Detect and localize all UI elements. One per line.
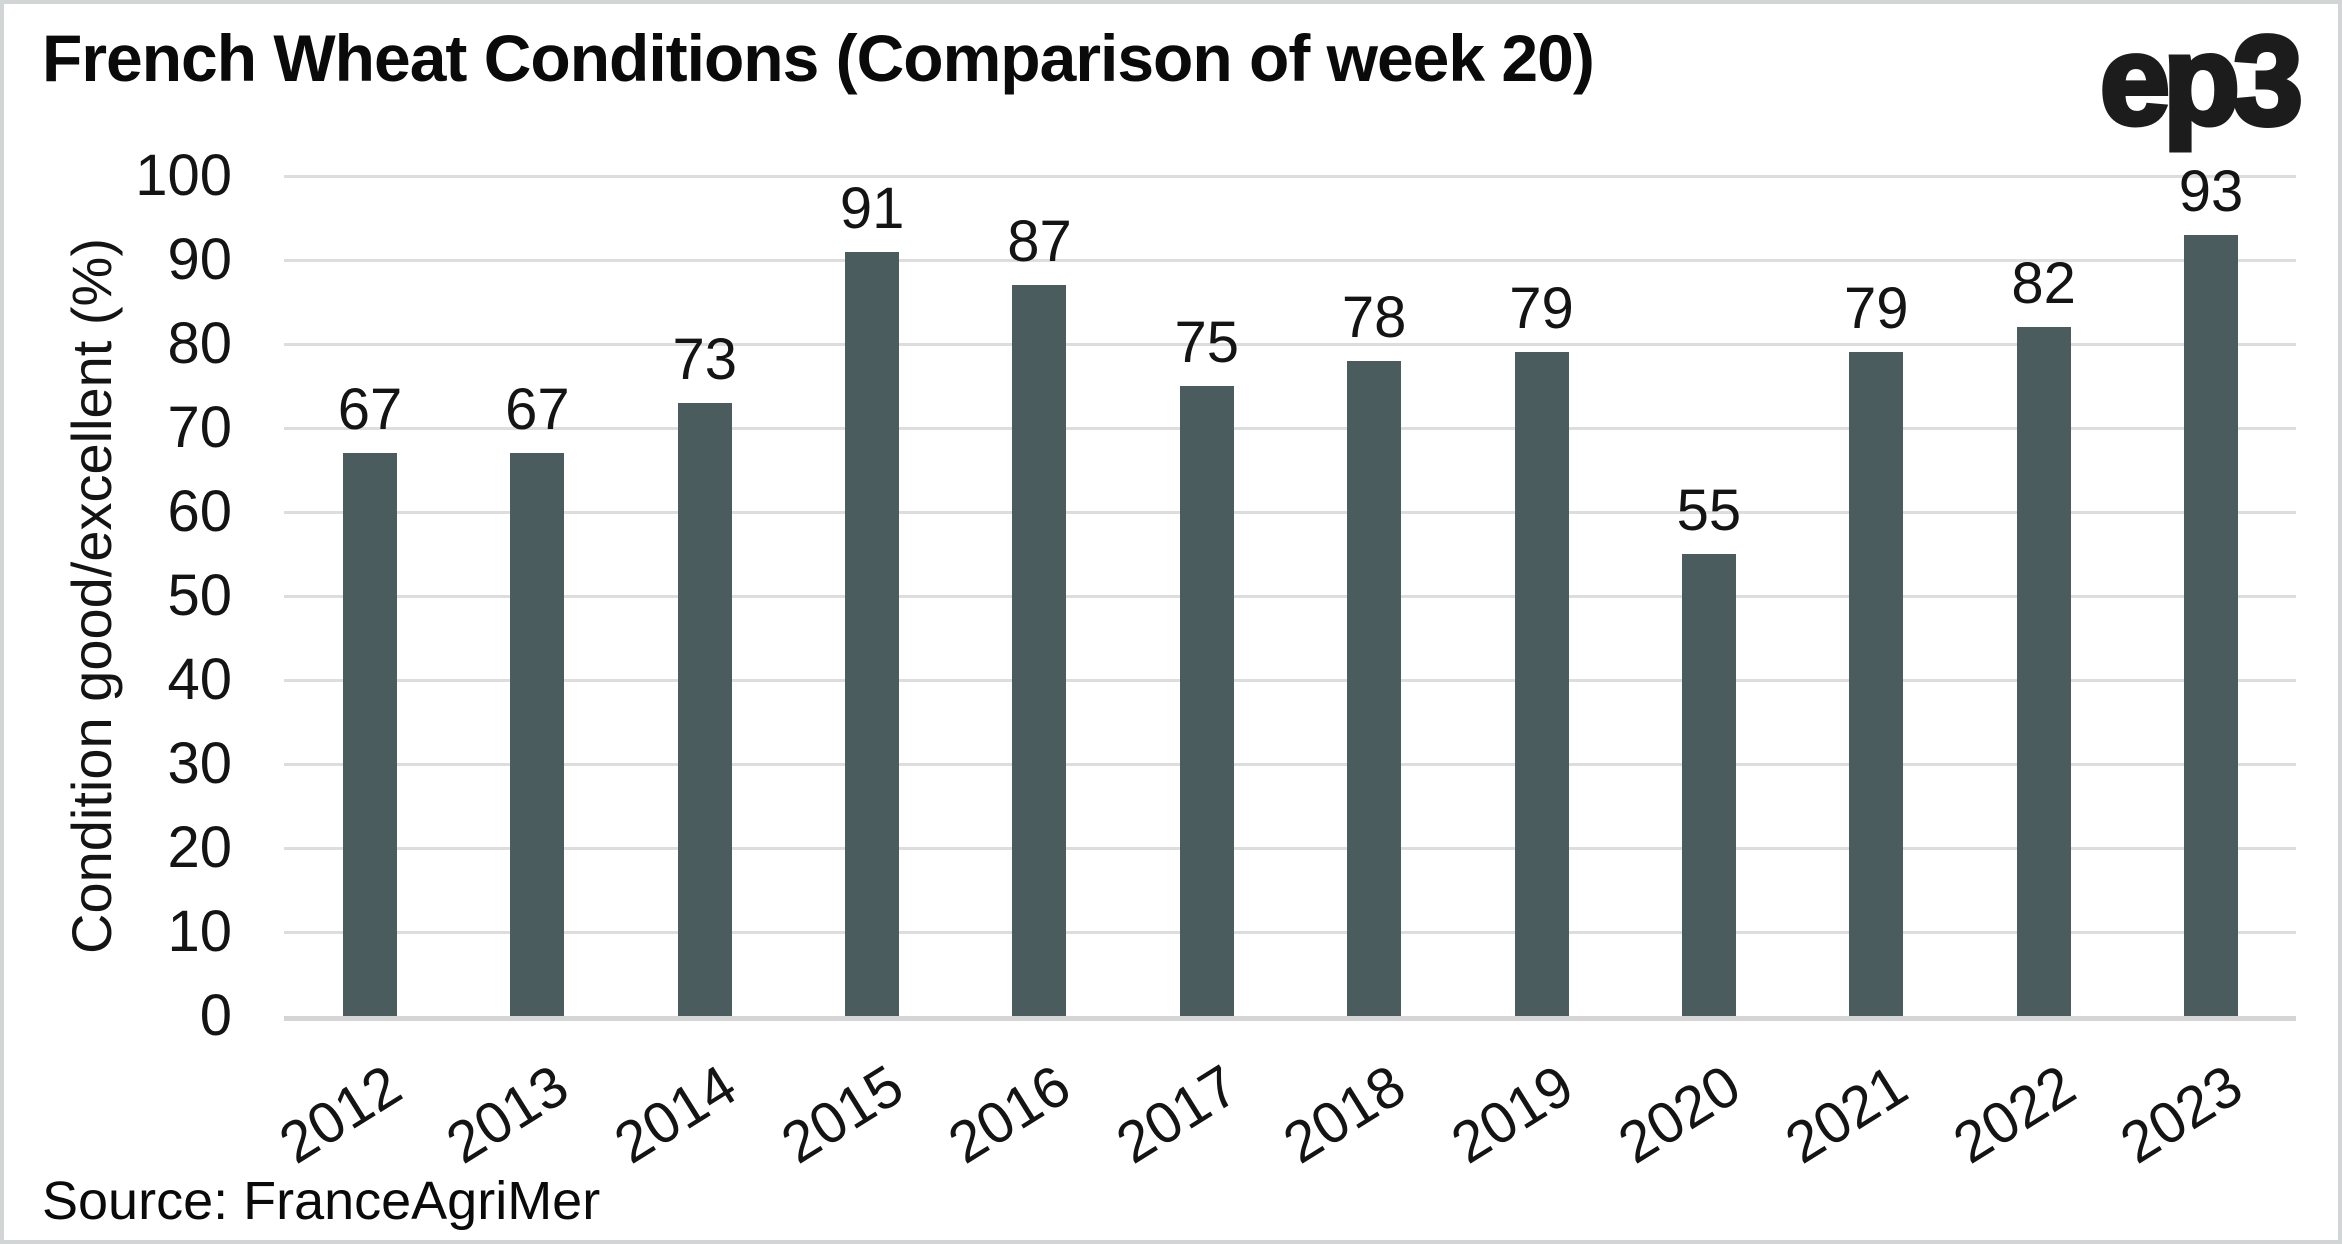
bar-value-label: 55: [1676, 478, 1742, 543]
bar-value-label: 75: [1174, 310, 1240, 375]
gridline-20: [284, 847, 2296, 850]
bar-2021: [1849, 352, 1904, 1016]
x-tick-label: 2021: [1774, 1052, 1919, 1177]
x-tick-label: 2014: [603, 1052, 748, 1177]
x-tick-label: 2016: [937, 1052, 1082, 1177]
bar-value-label: 82: [2011, 251, 2076, 317]
x-axis-line: [284, 1016, 2296, 1021]
gridline-90: [284, 259, 2296, 262]
x-tick-label: 2015: [770, 1052, 915, 1177]
bar-value-label: 67: [505, 377, 570, 443]
source-note: Source: FranceAgriMer: [42, 1171, 601, 1231]
bar-2017: [1179, 386, 1234, 1016]
bar-2012: [343, 453, 397, 1016]
bar-value-label: 87: [1007, 209, 1072, 275]
x-tick-label: 2018: [1272, 1052, 1417, 1177]
bar-value-label: 79: [1509, 276, 1574, 342]
ep3-logo: ep3: [2097, 9, 2305, 152]
y-tick-label: 50: [167, 563, 232, 628]
x-tick-label: 2019: [1440, 1052, 1584, 1177]
y-tick-label: 90: [167, 227, 232, 292]
x-tick-label: 2020: [1607, 1052, 1752, 1177]
bar-2018: [1347, 360, 1402, 1016]
bar-2019: [1514, 352, 1569, 1016]
bar-2016: [1012, 285, 1067, 1016]
y-tick-label: 20: [167, 815, 232, 880]
y-tick-label: 100: [135, 143, 232, 208]
gridline-10: [284, 931, 2296, 934]
x-tick-label: 2012: [268, 1052, 413, 1177]
bar-2015: [845, 251, 900, 1016]
bar-2023: [2184, 234, 2238, 1016]
bar-value-label: 79: [1844, 276, 1909, 342]
y-tick-label: 70: [167, 395, 232, 460]
y-tick-label: 40: [167, 647, 232, 712]
bar-2020: [1681, 554, 1736, 1016]
bar-2013: [510, 453, 565, 1016]
x-tick-label: 2017: [1105, 1052, 1250, 1177]
bar-2022: [2016, 327, 2071, 1016]
gridline-70: [284, 427, 2296, 430]
gridline-60: [284, 511, 2296, 514]
bar-value-label: 78: [1341, 284, 1407, 350]
bar-2014: [677, 402, 732, 1016]
gridline-30: [284, 763, 2296, 766]
gridline-40: [284, 679, 2296, 682]
x-tick-label: 2013: [435, 1052, 580, 1177]
gridline-100: [284, 175, 2296, 178]
y-tick-label: 30: [167, 731, 232, 796]
y-tick-label: 0: [199, 983, 232, 1048]
chart-title: French Wheat Conditions (Comparison of w…: [42, 21, 1595, 95]
bar-value-label: 73: [672, 326, 737, 392]
x-tick-label: 2023: [2109, 1052, 2254, 1177]
y-tick-label: 60: [167, 479, 232, 544]
bar-value-label: 67: [337, 377, 403, 443]
gridline-50: [284, 595, 2296, 598]
bar-value-label: 93: [2178, 158, 2244, 224]
bar-value-label: 91: [839, 175, 905, 241]
y-tick-label: 80: [167, 311, 232, 376]
gridline-80: [284, 343, 2296, 346]
x-tick-label: 2022: [1942, 1052, 2086, 1177]
y-tick-label: 10: [167, 899, 232, 964]
